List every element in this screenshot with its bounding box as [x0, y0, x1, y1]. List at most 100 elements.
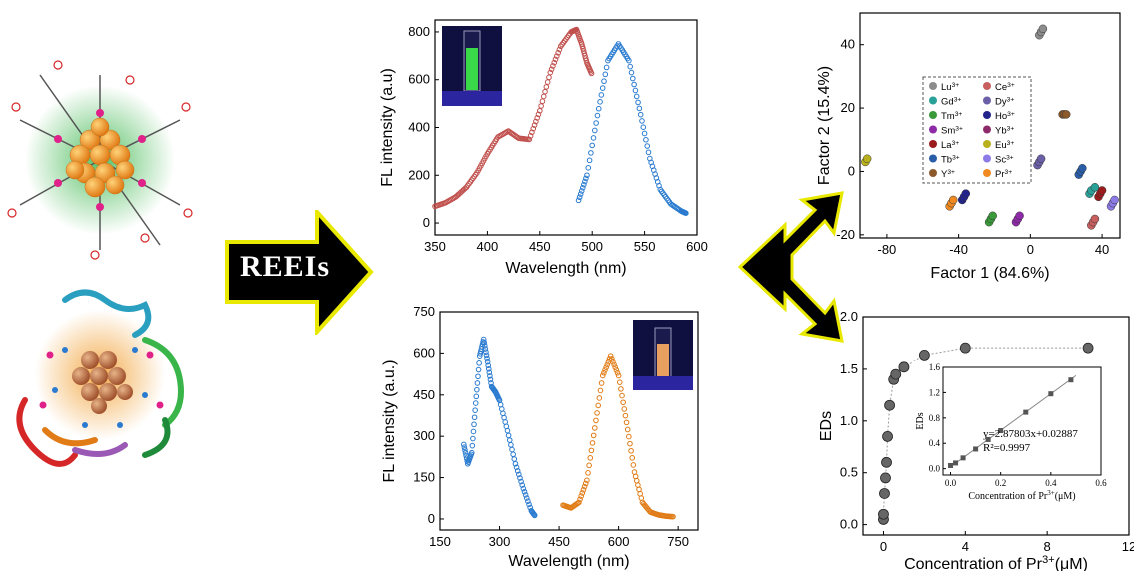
data-point: [626, 57, 632, 64]
data-point: [579, 43, 586, 50]
data-point: [513, 464, 520, 471]
data-point: [474, 380, 481, 386]
data-point: [487, 376, 494, 383]
x-axis-label: Wavelength (nm): [508, 553, 629, 570]
inset-background: [913, 361, 1111, 511]
x-axis-label: Concentration of Pr3+(μM): [904, 554, 1088, 571]
data-point: [1015, 211, 1024, 221]
y-tick-label: 1.0: [840, 413, 858, 428]
data-point: [582, 55, 589, 62]
data-point: [468, 449, 475, 456]
data-point: [471, 414, 478, 421]
data-point: [534, 115, 540, 121]
data-point: [597, 99, 603, 105]
data-point: [578, 493, 584, 499]
data-point: [603, 364, 609, 370]
data-point: [514, 468, 521, 474]
fit-equation: y=2.87803x+0.02887: [983, 428, 1078, 440]
data-point: [540, 93, 547, 100]
data-point: [575, 197, 582, 204]
y-tick-label: 400: [408, 120, 430, 135]
data-point: [622, 412, 629, 419]
data-point: [615, 372, 622, 379]
data-point: [576, 194, 583, 201]
inset-y-tick-label: 0.8: [929, 413, 941, 423]
y-tick-label: 750: [413, 304, 435, 319]
data-point: [588, 70, 595, 77]
data-point: [551, 59, 558, 66]
y-tick-label: 0.0: [840, 517, 858, 532]
x-tick-label: -40: [949, 242, 968, 257]
legend-label: Sc3+: [995, 154, 1014, 166]
data-point: [898, 361, 910, 373]
inset-x-tick-label: 0.0: [945, 478, 957, 488]
data-point: [552, 56, 559, 63]
data-point: [601, 78, 607, 85]
chart-eds-concentration: 0 4 8 12 0.0 0.5 1.0 1.5 2.0 Concentration of Pr3…: [818, 309, 1134, 571]
data-point: [635, 99, 641, 106]
data-point: [470, 428, 477, 435]
legend-marker: [929, 125, 937, 134]
data-point: [589, 142, 595, 149]
inset-x-axis-label: Concentration of Pr3+(μM): [968, 489, 1075, 502]
y-tick-label: 450: [413, 387, 435, 402]
inset-y-tick-label: 0.0: [929, 464, 941, 474]
data-point: [526, 136, 533, 143]
data-point: [519, 482, 526, 488]
y-tick-label: 0: [848, 163, 855, 178]
x-tick-label: 600: [686, 239, 708, 254]
inset-data-point: [1068, 377, 1074, 383]
data-point: [1078, 164, 1087, 173]
data-point: [538, 103, 544, 109]
data-point: [632, 87, 639, 94]
data-point: [602, 367, 608, 373]
data-point: [521, 488, 528, 495]
data-point: [548, 66, 555, 73]
data-point: [878, 508, 889, 520]
data-point: [484, 355, 490, 362]
data-point: [630, 75, 636, 82]
data-point: [593, 120, 599, 126]
data-point: [594, 410, 600, 416]
data-point: [606, 356, 613, 362]
data-point: [603, 64, 610, 71]
data-point: [481, 343, 488, 349]
data-point: [683, 210, 689, 217]
data-point: [462, 447, 468, 453]
legend-marker: [929, 96, 937, 105]
x-tick-label: 8: [1044, 539, 1051, 554]
legend-label: Tm3+: [941, 111, 962, 123]
data-point: [1110, 195, 1119, 205]
data-point: [595, 105, 602, 112]
data-point: [670, 513, 676, 520]
data-point: [518, 478, 524, 485]
data-point: [579, 185, 586, 191]
data-point: [961, 189, 971, 198]
data-point: [590, 135, 597, 141]
x-tick-label: 450: [548, 534, 570, 549]
x-tick-label: 12: [1122, 539, 1134, 554]
x-tick-label: 400: [477, 239, 499, 254]
data-point: [462, 449, 469, 456]
data-point: [578, 41, 585, 47]
data-point: [481, 339, 488, 346]
inset-data-point: [1023, 409, 1029, 415]
x-axis-label: Wavelength (nm): [505, 260, 626, 277]
legend-marker: [983, 96, 991, 105]
data-point: [588, 150, 594, 156]
data-point: [636, 105, 643, 112]
data-point: [595, 402, 602, 409]
data-point: [884, 399, 895, 411]
data-point: [644, 143, 651, 149]
data-point: [469, 442, 476, 449]
data-point: [577, 191, 584, 197]
data-point: [1036, 154, 1046, 164]
x-tick-label: 4: [962, 539, 969, 554]
data-point: [475, 366, 482, 373]
data-point: [621, 406, 628, 412]
data-point: [645, 149, 652, 156]
inset-data-point: [973, 446, 979, 452]
data-point: [583, 175, 589, 182]
data-point: [522, 492, 529, 498]
y-tick-label: 40: [841, 37, 855, 52]
